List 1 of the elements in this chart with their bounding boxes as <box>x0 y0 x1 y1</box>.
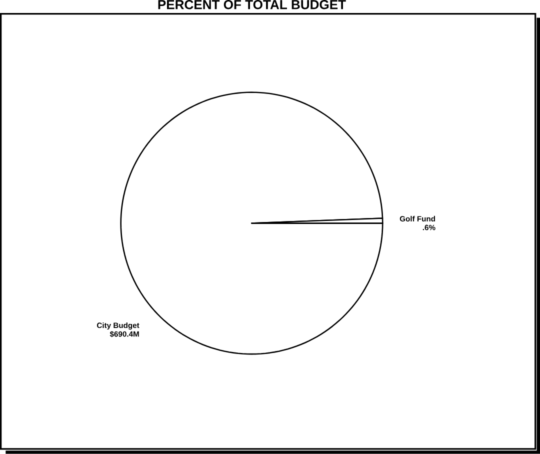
chart-title: PERCENT OF TOTAL BUDGET <box>158 0 346 10</box>
